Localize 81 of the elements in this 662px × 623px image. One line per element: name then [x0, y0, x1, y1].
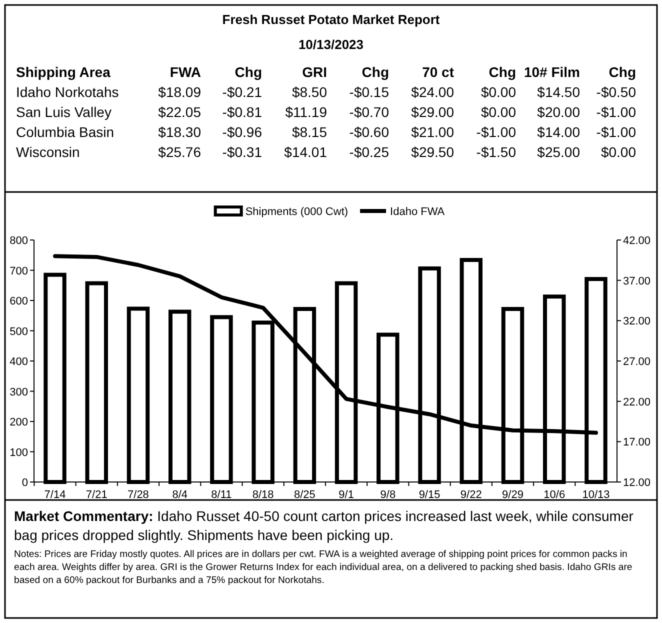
- y-tick-label: 800: [10, 235, 28, 247]
- y-tick-label: 200: [10, 416, 28, 428]
- category-label: GRI: [302, 64, 327, 80]
- text: $18.09: [158, 84, 201, 100]
- category-label: Chg: [234, 64, 262, 80]
- text: -$1.00: [596, 124, 636, 140]
- text: 10/13/2023: [298, 37, 364, 52]
- text: Wisconsin: [16, 144, 80, 160]
- y2-tick-label: 17.00: [623, 436, 651, 449]
- x-tick-label: 9/8: [380, 489, 396, 501]
- text: $18.30: [158, 124, 201, 140]
- y2-tick-label: 37.00: [623, 275, 651, 288]
- text: $24.00: [411, 84, 454, 100]
- legend-label: Shipments (000 Cwt): [245, 206, 348, 218]
- text: $25.00: [537, 144, 580, 160]
- text: -$0.70: [349, 104, 389, 120]
- x-tick-label: 7/14: [44, 489, 66, 501]
- text: -$0.60: [349, 124, 389, 140]
- text: $14.50: [537, 84, 580, 100]
- x-tick-label: 9/15: [418, 489, 440, 501]
- category-label: Shipping Area: [16, 64, 111, 80]
- x-tick-label: 7/28: [128, 489, 149, 501]
- text: $11.19: [285, 104, 327, 120]
- text: San Luis Valley: [16, 104, 112, 120]
- text: $29.50: [411, 144, 454, 160]
- y-tick-label: 400: [10, 356, 28, 368]
- x-tick-label: 9/1: [338, 489, 354, 501]
- text: $20.00: [537, 104, 580, 120]
- text: -$1.50: [476, 144, 516, 160]
- text: $8.15: [292, 124, 327, 140]
- text: -$0.81: [222, 104, 262, 120]
- text: -$0.96: [222, 124, 262, 140]
- y-tick-label: 300: [10, 386, 28, 398]
- legend-label: Idaho FWA: [390, 206, 446, 218]
- y2-tick-label: 42.00: [623, 235, 651, 247]
- text: $14.01: [284, 144, 327, 160]
- text: $22.05: [158, 104, 201, 120]
- y2-tick-label: 32.00: [623, 316, 651, 328]
- category-label: Chg: [488, 64, 516, 80]
- x-tick-label: 8/11: [211, 489, 232, 501]
- text: $25.76: [158, 144, 201, 160]
- text: -$0.21: [222, 84, 262, 100]
- text: -$0.31: [222, 144, 262, 160]
- text: Fresh Russet Potato Market Report: [222, 12, 440, 27]
- y2-tick-label: 27.00: [623, 356, 651, 368]
- x-tick-label: 10/13: [582, 489, 610, 501]
- y-tick-label: 500: [10, 326, 28, 338]
- text: -$1.00: [476, 124, 516, 140]
- text: Notes: Prices are Friday mostly quotes. All prices are in dollars per cwt. FWA is a weighted average of shipping point prices for common packs in each area. Weights differ by area. GRI is the Grower Returns Index for each individual area, on a delivered to packing shed basis. Idaho GRIs are based on a 60% packout for Burbanks and a 75% packout for Norkotahs.: [14, 549, 632, 586]
- y-tick-label: 600: [10, 296, 28, 308]
- x-tick-label: 7/21: [86, 489, 108, 501]
- text: $14.00: [537, 124, 580, 140]
- category-label: 70 ct: [422, 64, 454, 80]
- text: Idaho Norkotahs: [16, 84, 119, 100]
- text: $29.00: [411, 104, 454, 120]
- text: Columbia Basin: [16, 124, 114, 140]
- text: Market Commentary: Idaho Russet 40-50 count carton prices increased last week, while consumer bag prices dropped slightly. Shipments have been picking up.: [14, 508, 634, 543]
- x-tick-label: 9/29: [502, 489, 524, 501]
- text: $0.00: [480, 84, 516, 100]
- category-label: Chg: [362, 64, 389, 80]
- category-label: FWA: [170, 64, 201, 80]
- text: -$0.50: [596, 84, 636, 100]
- x-tick-label: 8/18: [252, 489, 274, 501]
- text: $0.00: [480, 104, 516, 120]
- y-tick-label: 700: [10, 265, 28, 278]
- text: $0.00: [600, 144, 636, 160]
- category-label: Chg: [608, 64, 636, 80]
- text: -$0.15: [349, 84, 389, 100]
- category-label: 10# Film: [524, 64, 580, 80]
- x-tick-label: 8/25: [294, 489, 316, 501]
- y-tick-label: 100: [10, 446, 28, 459]
- y2-tick-label: 22.00: [623, 396, 651, 408]
- x-tick-label: 8/4: [172, 489, 188, 501]
- y2-tick-label: 12.00: [623, 477, 651, 489]
- x-tick-label: 9/22: [460, 489, 482, 501]
- x-tick-label: 10/6: [544, 489, 566, 501]
- text: -$0.25: [349, 144, 389, 160]
- text: $8.50: [292, 84, 327, 100]
- text: $21.00: [411, 124, 454, 140]
- text: -$1.00: [596, 104, 636, 120]
- y-tick-label: 0: [22, 477, 28, 489]
